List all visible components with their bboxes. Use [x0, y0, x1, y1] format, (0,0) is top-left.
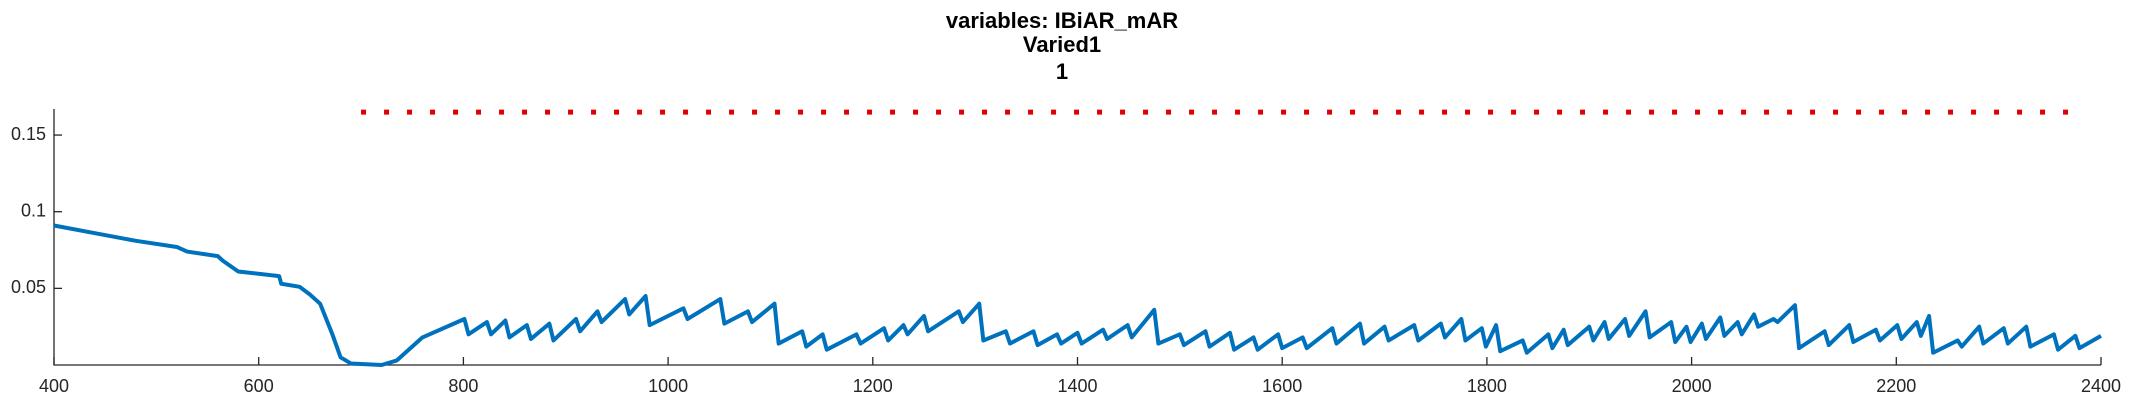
- y-tick-label: 0.05: [11, 277, 46, 297]
- x-tick-label: 1800: [1467, 376, 1507, 396]
- series-line: [53, 223, 2102, 367]
- y-tick-label: 0.1: [21, 200, 46, 220]
- x-tick-label: 800: [448, 376, 478, 396]
- chart-title: variables: IBiAR_mAR: [946, 8, 1178, 33]
- chart-subtitle: Varied1: [1023, 32, 1101, 57]
- x-tick-label: 1200: [853, 376, 893, 396]
- x-tick-label: 2200: [1876, 376, 1916, 396]
- axes: [53, 109, 2101, 366]
- x-tick-label: 1400: [1057, 376, 1097, 396]
- chart-subtitle: 1: [1056, 59, 1068, 84]
- x-tick-label: 1000: [648, 376, 688, 396]
- x-tick-label: 1600: [1262, 376, 1302, 396]
- x-tick-label: 2400: [2081, 376, 2121, 396]
- y-tick-label: 0.15: [11, 124, 46, 144]
- x-tick-label: 600: [244, 376, 274, 396]
- x-tick-label: 400: [39, 376, 69, 396]
- x-tick-label: 2000: [1672, 376, 1712, 396]
